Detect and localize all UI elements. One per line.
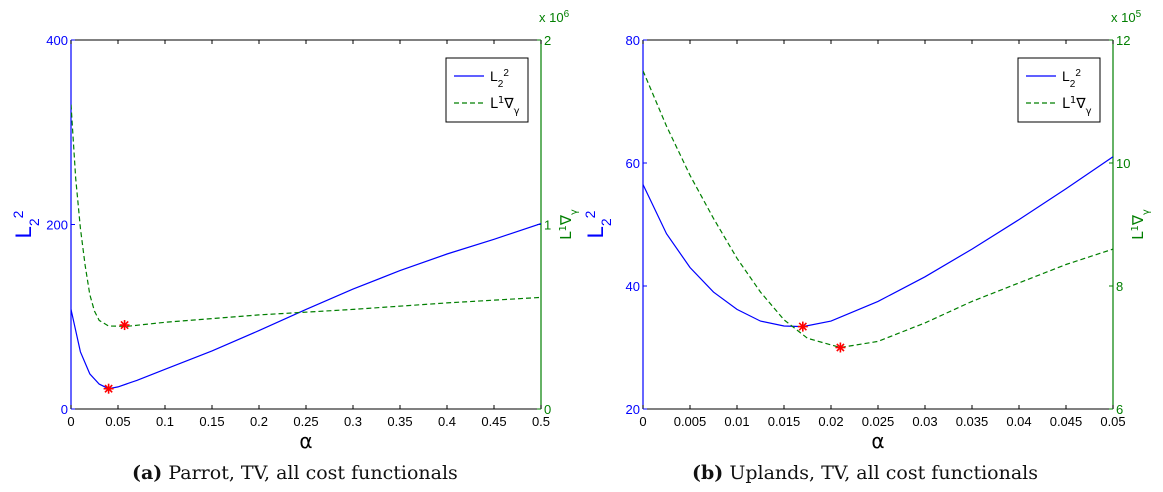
minimum-marker [119, 320, 130, 331]
x-tick-label: 0.045 [1050, 414, 1083, 429]
y-axis-right-label: L1∇γ [557, 209, 580, 240]
marker-stroke [798, 322, 807, 331]
x-tick-label: 0.15 [199, 414, 224, 429]
legend-label-l2: L22 [490, 68, 509, 90]
minimum-marker [103, 383, 114, 394]
marker-stroke [836, 343, 845, 352]
caption-b-tag: (b) [692, 462, 724, 484]
chart-a: 0 0.05 0.1 0.15 0.2 0.25 0.3 0.35 0.4 0.45 0.50200… [10, 9, 580, 454]
y-axis-right-label: L1∇γ [1129, 209, 1152, 240]
caption-b: (b) Uplands, TV, all cost functionals [692, 462, 1038, 484]
y-right-tick-label: 2 [544, 33, 551, 48]
minimum-marker [797, 321, 808, 332]
y-right-tick-label: 10 [1116, 156, 1130, 171]
y-left-tick-label: 20 [626, 402, 640, 417]
x-tick-label: 0.4 [438, 414, 456, 429]
x-tick-label: 0 [67, 414, 74, 429]
minimum-marker [835, 342, 846, 353]
y-right-tick-label: 0 [544, 402, 551, 417]
right-axis-multiplier: x 105 [1111, 9, 1142, 26]
marker-stroke [120, 320, 129, 330]
y-left-tick-label: 40 [626, 279, 640, 294]
series-l1-grad-line [643, 70, 1113, 349]
y-right-tick-label: 12 [1116, 33, 1130, 48]
x-tick-label: 0 [639, 414, 646, 429]
y-left-tick-label: 80 [626, 33, 640, 48]
x-tick-label: 0.04 [1006, 414, 1031, 429]
caption-a-text: Parrot, TV, all cost functionals [168, 462, 458, 484]
x-tick-label: 0.01 [724, 414, 749, 429]
x-tick-label: 0.35 [387, 414, 412, 429]
y-axis-left-label: L22 [10, 210, 42, 238]
x-tick-label: 0.3 [344, 414, 362, 429]
legend-label-l1-grad: L1∇γ [1062, 95, 1092, 117]
series-l2-line [71, 223, 541, 390]
right-axis-multiplier: x 106 [539, 9, 570, 26]
legend: L22 L1∇γ [1017, 57, 1101, 123]
marker-stroke [104, 384, 113, 393]
x-tick-label: 0.1 [156, 414, 174, 429]
legend-label-l2: L22 [1062, 68, 1081, 90]
series-l2-line [643, 156, 1113, 328]
legend: L22 L1∇γ [445, 57, 529, 123]
y-left-tick-label: 400 [46, 33, 68, 48]
y-right-tick-label: 1 [544, 218, 551, 233]
caption-b-text: Uplands, TV, all cost functionals [729, 462, 1038, 484]
x-tick-label: 0.03 [912, 414, 937, 429]
x-tick-label: 0.45 [481, 414, 506, 429]
y-right-tick-label: 6 [1116, 402, 1123, 417]
x-tick-label: 0.02 [818, 414, 843, 429]
x-tick-label: 0.05 [1100, 414, 1125, 429]
x-tick-label: 0.015 [768, 414, 801, 429]
y-right-tick-label: 8 [1116, 279, 1123, 294]
legend-box [1017, 57, 1101, 123]
x-axis-label: α [299, 429, 312, 453]
legend-box [445, 57, 529, 123]
x-tick-label: 0.2 [250, 414, 268, 429]
x-tick-label: 0.25 [293, 414, 318, 429]
y-axis-left-label: L22 [582, 210, 614, 238]
x-tick-label: 0.005 [674, 414, 707, 429]
y-left-tick-label: 0 [61, 402, 68, 417]
series-l1-grad-line [71, 104, 541, 327]
x-tick-label: 0.05 [105, 414, 130, 429]
x-tick-label: 0.5 [532, 414, 550, 429]
x-tick-label: 0.035 [956, 414, 989, 429]
legend-label-l1-grad: L1∇γ [490, 95, 520, 117]
y-left-tick-label: 60 [626, 156, 640, 171]
caption-a: (a) Parrot, TV, all cost functionals [132, 462, 458, 484]
x-axis-label: α [871, 429, 884, 453]
y-left-tick-label: 200 [46, 218, 68, 233]
chart-b: 0 0.005 0.01 0.015 0.02 0.025 0.03 0.035 0.04 0.0… [582, 9, 1152, 454]
caption-a-tag: (a) [132, 462, 163, 484]
x-tick-label: 0.025 [862, 414, 895, 429]
